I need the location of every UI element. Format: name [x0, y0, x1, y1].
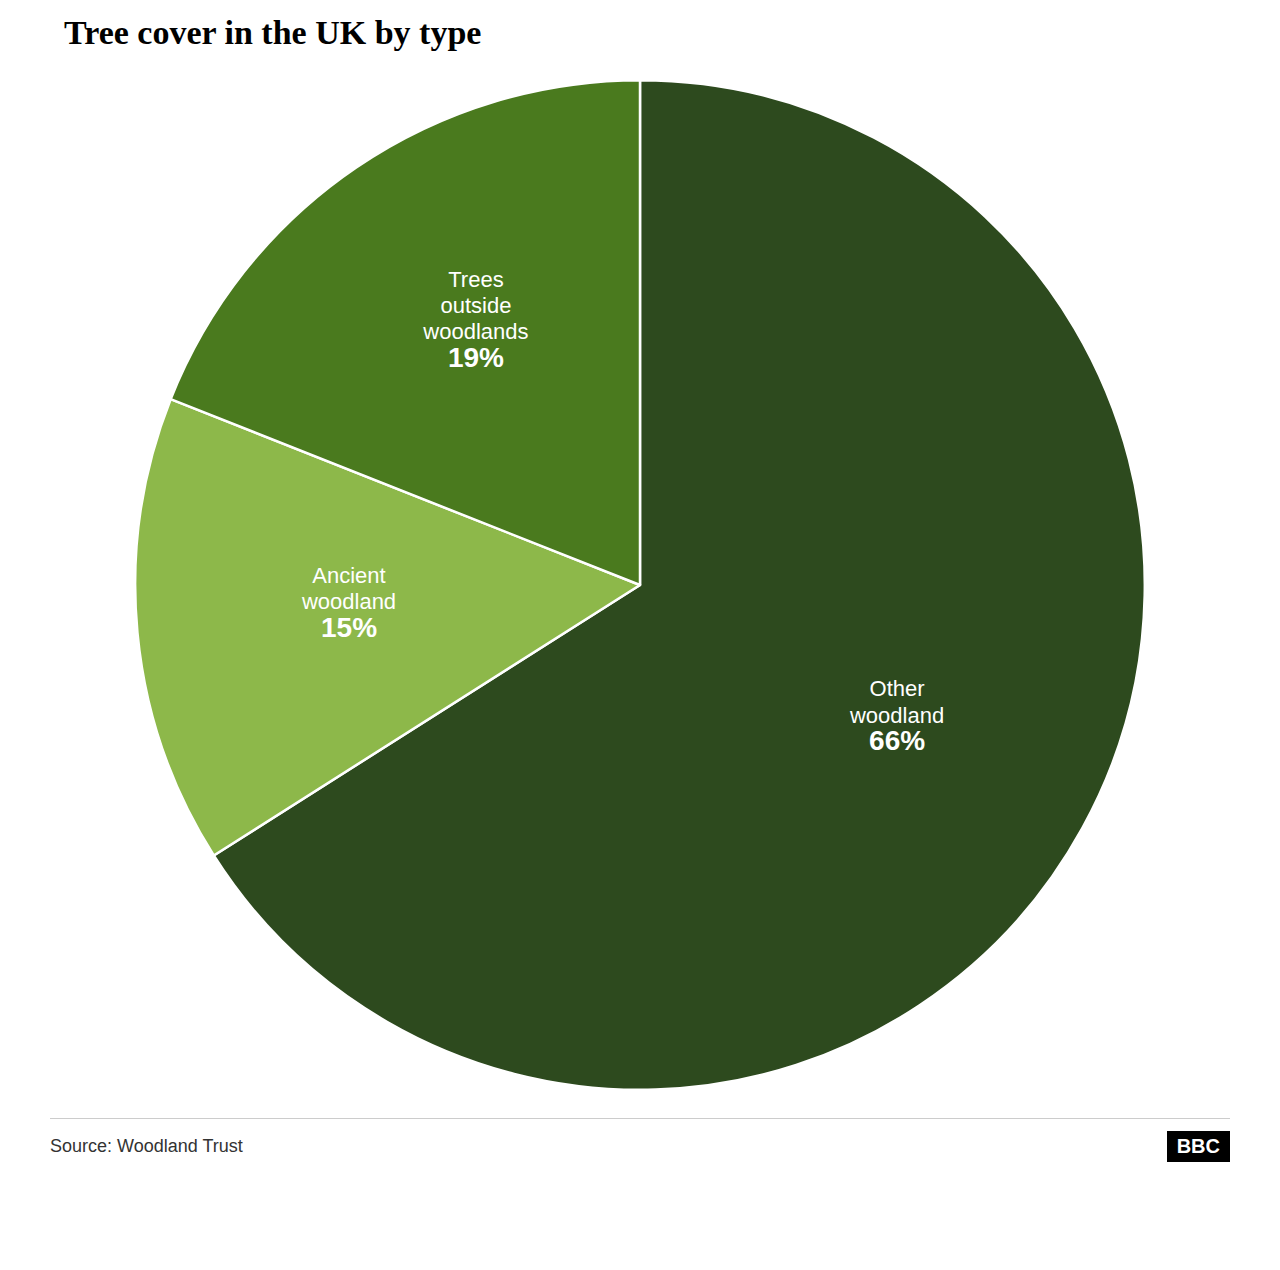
svg-text:Otherwoodland: Otherwoodland: [849, 676, 944, 727]
html-text:Source: Woodland Trust: Source: Woodland Trust: [50, 1136, 243, 1156]
svg-text:66%: 66%: [869, 725, 925, 756]
svg-text:19%: 19%: [448, 342, 504, 373]
html-text:BBC: BBC: [1176, 1135, 1220, 1157]
svg-text:Ancientwoodland: Ancientwoodland: [301, 563, 396, 614]
svg-text:15%: 15%: [321, 612, 377, 643]
svg-text:Treesoutsidewoodlands: Treesoutsidewoodlands: [422, 267, 528, 345]
html-text:Tree cover in the UK by type: Tree cover in the UK by type: [64, 14, 482, 51]
